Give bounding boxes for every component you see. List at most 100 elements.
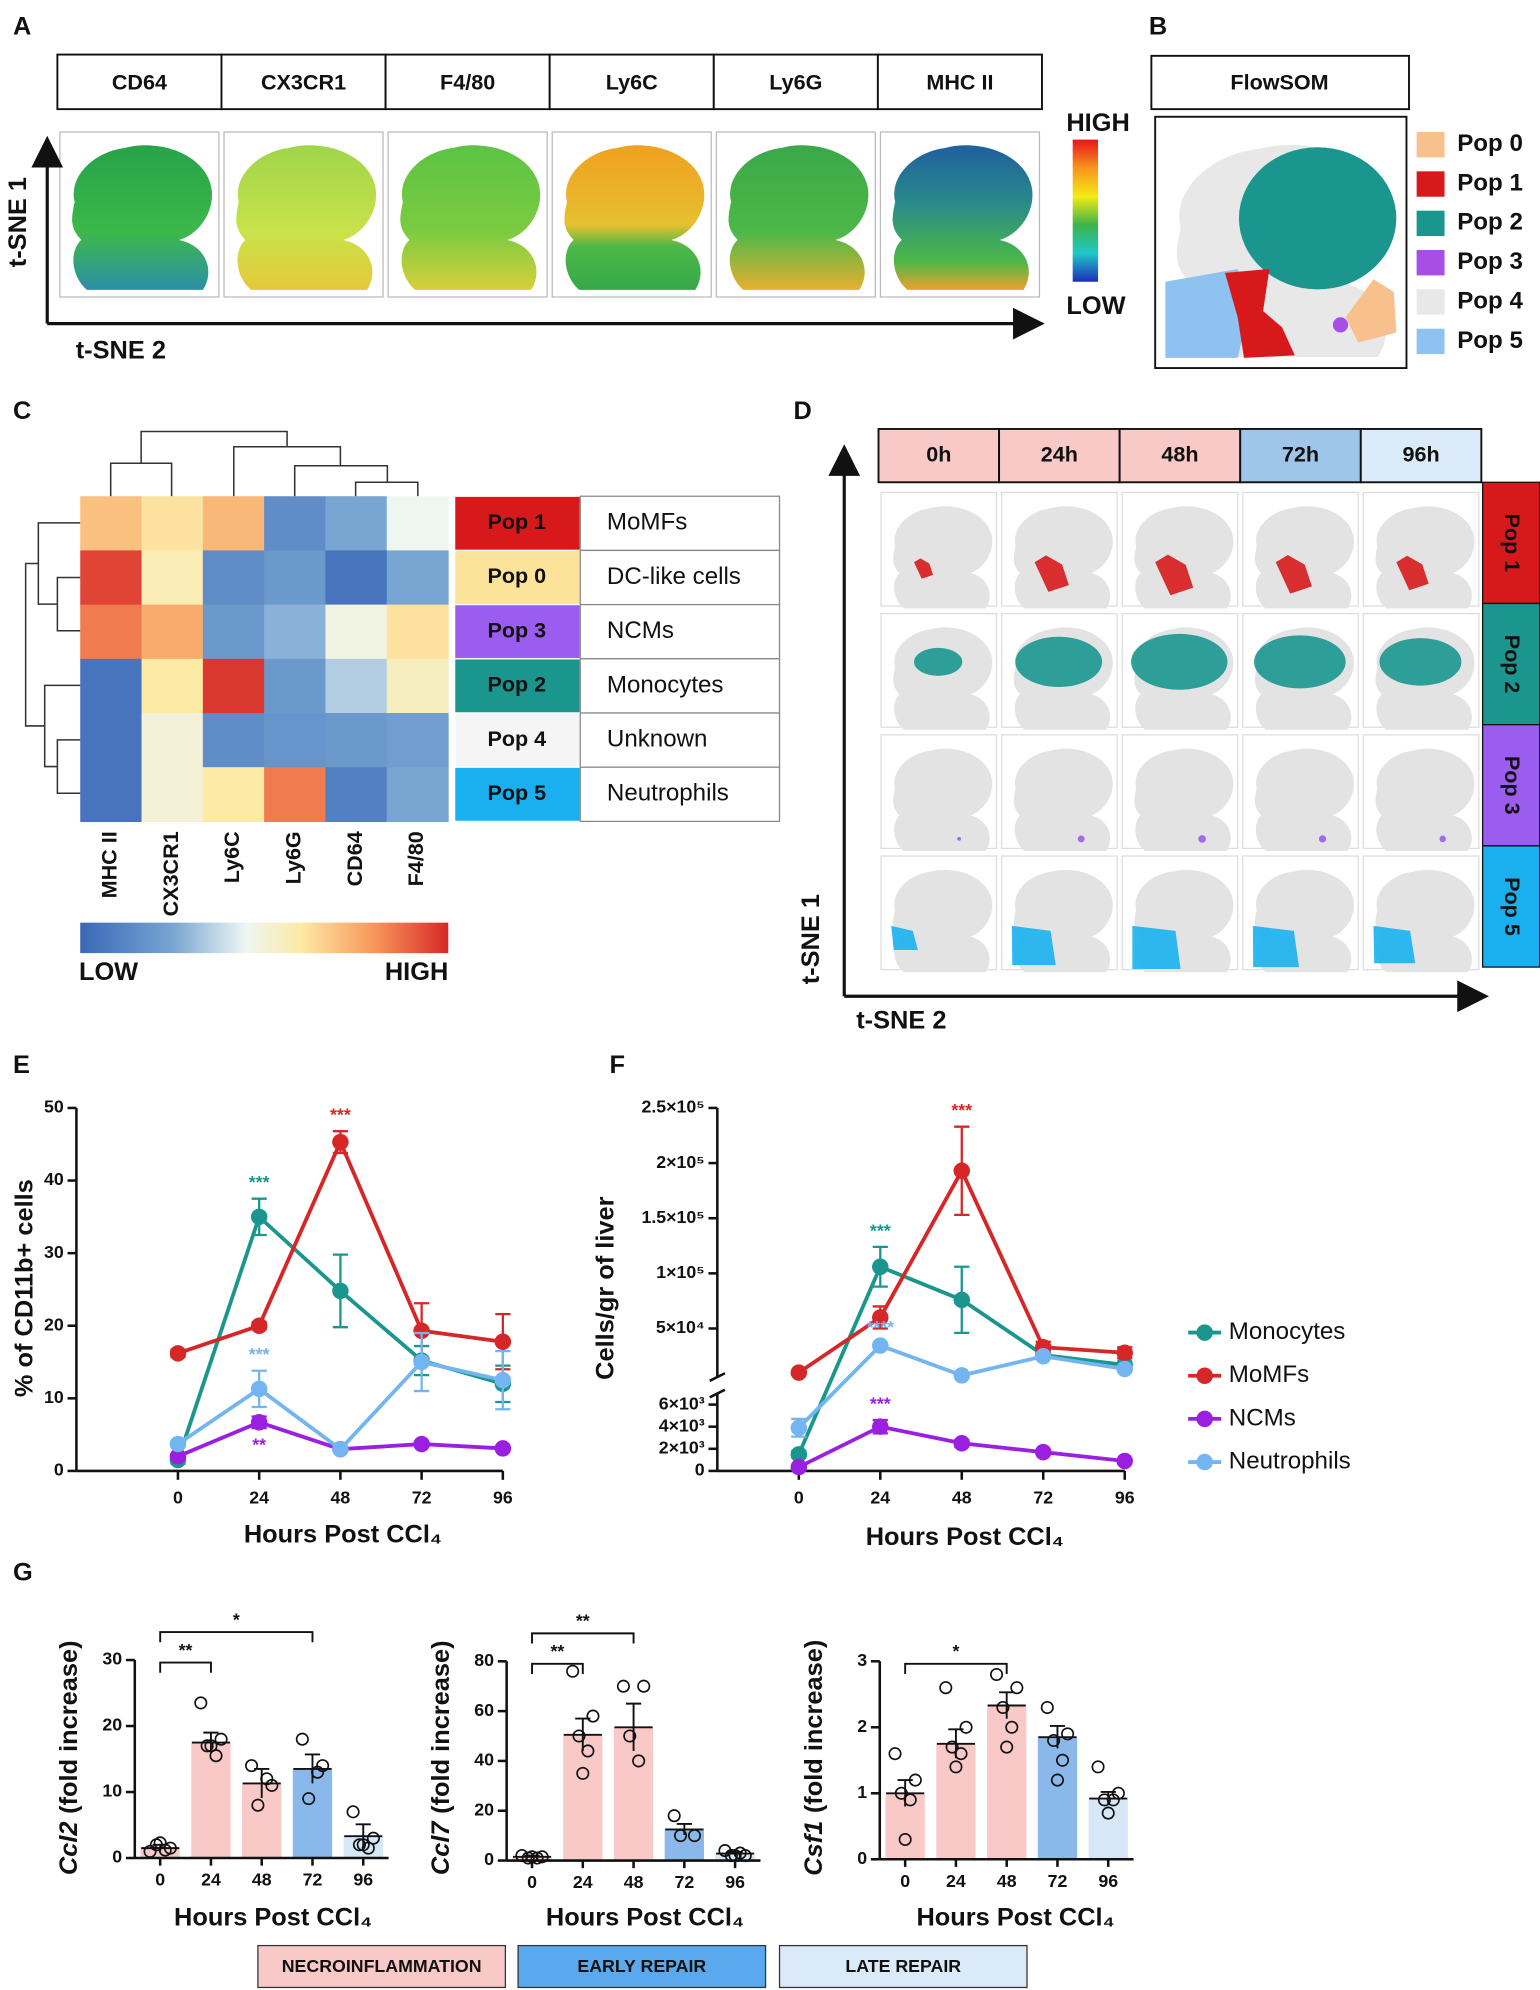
y-tick-label: 3 xyxy=(857,1650,867,1670)
heat-cell xyxy=(386,767,449,823)
tsne-cluster xyxy=(1396,555,1429,591)
tsne-map xyxy=(398,143,542,292)
axis-label: t-SNE 1 xyxy=(4,177,32,267)
data-dot xyxy=(1050,1773,1064,1787)
x-tick-label: 48 xyxy=(624,1872,644,1892)
dendro-branch xyxy=(37,522,81,605)
panel-label: A xyxy=(13,13,31,41)
heat-cell xyxy=(264,604,327,660)
tsne-cluster xyxy=(891,925,918,950)
x-axis-label: Hours Post CCl₄ xyxy=(174,1904,372,1932)
y-tick-label: 2 xyxy=(857,1716,867,1736)
significance-bracket xyxy=(531,1662,584,1674)
data-dot xyxy=(687,1829,702,1843)
heat-cell xyxy=(264,767,327,823)
marker-label: CD64 xyxy=(112,69,167,94)
scale-label: LOW xyxy=(1066,292,1125,320)
data-point xyxy=(872,1258,889,1275)
data-dot xyxy=(586,1709,600,1723)
panel-label: F xyxy=(609,1051,625,1079)
data-point xyxy=(413,1435,430,1453)
scale-label: HIGH xyxy=(1066,109,1129,137)
data-dot xyxy=(898,1832,912,1847)
data-point xyxy=(790,1458,808,1476)
name-label: Neutrophils xyxy=(607,780,729,807)
tsne-map xyxy=(234,143,378,292)
y-tick-label: 10 xyxy=(102,1781,122,1801)
marker-header xyxy=(384,53,551,111)
time-label: 96h xyxy=(1402,441,1439,466)
annotation: ** xyxy=(252,1435,266,1455)
bar xyxy=(1037,1736,1078,1860)
heat-cell xyxy=(202,496,265,552)
tsne-cluster xyxy=(1439,835,1446,843)
tsne-map xyxy=(1375,748,1475,851)
y-tick-label: 0 xyxy=(54,1460,64,1480)
x-tick-label: 48 xyxy=(952,1488,972,1508)
legend-label: Pop 5 xyxy=(1457,327,1523,354)
data-point xyxy=(953,1367,971,1384)
phase-label: NECROINFLAMMATION xyxy=(282,1956,482,1976)
marker-label: MHC II xyxy=(926,69,993,94)
dendro-branch xyxy=(109,462,173,497)
dendro-branch xyxy=(140,430,288,464)
bar xyxy=(1088,1797,1128,1860)
tsne-cluster xyxy=(1132,925,1181,969)
pop-box xyxy=(453,603,581,660)
significance-bracket xyxy=(159,1661,212,1673)
heat-cell xyxy=(264,550,327,606)
panel-label: C xyxy=(13,397,31,425)
tsne-cluster xyxy=(1077,835,1085,843)
data-dot xyxy=(295,1732,309,1746)
error-bar xyxy=(614,1702,653,1751)
dendro-branch xyxy=(43,684,81,768)
dendrograms xyxy=(24,430,419,794)
heat-cell xyxy=(325,767,388,823)
data-point xyxy=(250,1317,268,1334)
panel-label: G xyxy=(13,1558,33,1586)
marker-label: Ly6C xyxy=(606,69,658,94)
data-point xyxy=(953,1291,971,1309)
legend-label: Pop 3 xyxy=(1457,248,1523,275)
heat-cell xyxy=(386,712,449,768)
legend-label: Pop 4 xyxy=(1457,287,1523,314)
data-dot xyxy=(214,1732,228,1746)
name-box xyxy=(579,495,781,552)
name-label: NCMs xyxy=(607,617,674,644)
time-label: 24h xyxy=(1041,441,1078,466)
x-tick-label: 96 xyxy=(1115,1488,1135,1508)
heat-cell xyxy=(80,712,143,768)
marker-header xyxy=(712,53,879,111)
data-dot xyxy=(1000,1740,1014,1754)
heat-cell xyxy=(80,767,143,823)
pop-label: Pop 3 xyxy=(487,617,546,642)
data-point xyxy=(1116,1452,1133,1470)
marker-label: F4/80 xyxy=(440,69,495,94)
data-point xyxy=(1116,1360,1133,1378)
data-dot xyxy=(1091,1760,1105,1774)
data-point xyxy=(332,1133,349,1151)
legend-swatch xyxy=(1416,289,1445,315)
x-tick-label: 96 xyxy=(493,1488,513,1508)
legend-swatch xyxy=(1416,250,1445,276)
heat-cell xyxy=(386,496,449,552)
flowsom-title: FlowSOM xyxy=(1230,69,1328,94)
heat-cell xyxy=(325,712,388,768)
x-tick-label: 72 xyxy=(303,1870,323,1890)
flowsom-cluster xyxy=(1238,147,1397,290)
flowsom-cluster xyxy=(1224,269,1295,358)
marker-label: Ly6G xyxy=(769,69,822,94)
x-axis-label: Hours Post CCl₄ xyxy=(546,1904,744,1932)
heat-cell xyxy=(141,604,204,660)
x-tick-label: 24 xyxy=(249,1488,269,1508)
legend-label: Neutrophils xyxy=(1229,1447,1351,1474)
data-dot xyxy=(1055,1753,1070,1767)
pop-label: Pop 4 xyxy=(487,726,546,751)
time-label: 48h xyxy=(1161,441,1198,466)
pop-label: Pop 5 xyxy=(487,780,546,805)
x-tick-label: 48 xyxy=(997,1871,1017,1891)
scale-label: LOW xyxy=(79,958,138,986)
y-tick-label: 0 xyxy=(857,1848,867,1868)
data-dot xyxy=(990,1667,1004,1682)
